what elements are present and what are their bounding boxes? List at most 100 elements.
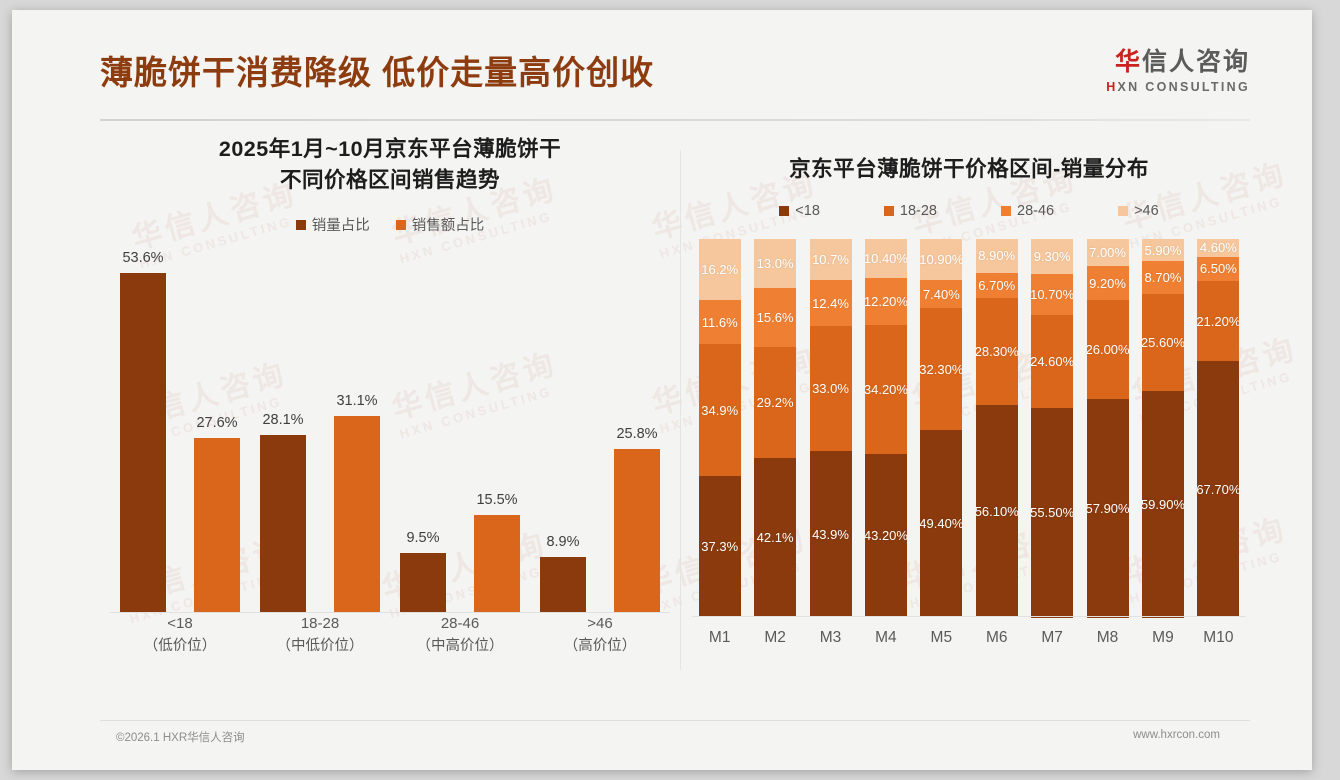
stack-segment-label: 11.6% bbox=[701, 314, 738, 330]
stack-segment[interactable]: 8.70% bbox=[1141, 261, 1184, 295]
stacked-column: 7.00% 9.20% 26.00% 57.90% bbox=[1080, 239, 1135, 618]
stack-segment[interactable]: 6.50% bbox=[1197, 256, 1240, 282]
stack-segment-label: 7.40% bbox=[922, 286, 960, 302]
stack-segment-label: 6.70% bbox=[978, 277, 1016, 293]
stack-segment[interactable]: 4.60% bbox=[1197, 239, 1240, 257]
stack-segment-label: 28.30% bbox=[974, 344, 1019, 360]
legend-swatch-icon bbox=[1001, 206, 1011, 217]
stack-segment[interactable]: 42.1% bbox=[754, 457, 797, 617]
stack-segment[interactable]: 67.70% bbox=[1196, 361, 1241, 618]
bar-fill bbox=[400, 552, 446, 614]
stacked-bar-chart: 16.2% 11.6% 34.9% 37.3% 13.0% 15.6% 29.2% 42.1%… bbox=[688, 239, 1250, 659]
stack-segment-label: 6.50% bbox=[1199, 261, 1237, 277]
stack-segment[interactable]: 33.0% bbox=[809, 326, 852, 452]
bar[interactable]: 25.8% bbox=[614, 426, 660, 614]
bar-fill bbox=[194, 437, 240, 614]
stack-segment[interactable]: 9.20% bbox=[1086, 265, 1129, 301]
stack-segment[interactable]: 21.20% bbox=[1196, 281, 1241, 362]
stack-segment[interactable]: 10.90% bbox=[919, 239, 963, 281]
stacked-column: 8.90% 6.70% 28.30% 56.10% bbox=[969, 239, 1024, 618]
bar[interactable]: 15.5% bbox=[474, 492, 520, 614]
x-axis-tick: M2 bbox=[764, 629, 786, 647]
stack: 9.30% 10.70% 24.60% 55.50% bbox=[1030, 239, 1074, 618]
logo-english: HXN CONSULTING bbox=[1106, 80, 1250, 94]
bar[interactable]: 31.1% bbox=[334, 393, 380, 614]
stack-segment[interactable]: 34.20% bbox=[864, 324, 908, 454]
stack-segment[interactable]: 34.9% bbox=[698, 344, 741, 477]
stack-segment[interactable]: 7.00% bbox=[1086, 239, 1129, 266]
legend-swatch-icon bbox=[1118, 206, 1129, 217]
stack-segment[interactable]: 10.40% bbox=[863, 239, 908, 279]
stack-segment-label: 67.70% bbox=[1196, 481, 1241, 497]
stack-segment[interactable]: 12.20% bbox=[864, 278, 908, 325]
stack-segment[interactable]: 7.40% bbox=[920, 280, 963, 309]
stack-segment[interactable]: 6.70% bbox=[975, 272, 1018, 299]
bar[interactable]: 53.6% bbox=[120, 250, 166, 614]
bar[interactable]: 9.5% bbox=[400, 530, 446, 614]
stack-segment[interactable]: 11.6% bbox=[698, 300, 741, 345]
right-legend-item[interactable]: 18-28 bbox=[883, 203, 937, 220]
stacked-column: 10.7% 12.4% 33.0% 43.9% bbox=[803, 239, 858, 618]
bar[interactable]: 8.9% bbox=[540, 534, 586, 614]
left-chart-panel: 2025年1月~10月京东平台薄脆饼干 不同价格区间销售趋势 销量占比 销售额占比… bbox=[100, 134, 680, 714]
stack-segment[interactable]: 29.2% bbox=[754, 347, 797, 458]
stack-segment-label: 33.0% bbox=[812, 381, 849, 397]
left-chart-title: 2025年1月~10月京东平台薄脆饼干 不同价格区间销售趋势 bbox=[100, 134, 680, 196]
grouped-baseline bbox=[110, 612, 670, 614]
stack-segment-label: 10.40% bbox=[863, 251, 908, 267]
stack-segment[interactable]: 26.00% bbox=[1086, 300, 1130, 399]
stack: 8.90% 6.70% 28.30% 56.10% bbox=[974, 239, 1019, 618]
stack-segment-label: 21.20% bbox=[1196, 313, 1241, 329]
stack-segment[interactable]: 59.90% bbox=[1141, 391, 1185, 618]
stack-segment[interactable]: 12.4% bbox=[809, 279, 852, 327]
stack-segment[interactable]: 49.40% bbox=[919, 430, 963, 618]
bar-group: 28.1% 31.1% bbox=[250, 257, 390, 614]
stacked-column: 4.60% 6.50% 21.20% 67.70% bbox=[1191, 239, 1246, 618]
legend-swatch-icon bbox=[883, 206, 894, 217]
brand-logo: 华信人咨询 HXN CONSULTING bbox=[1106, 42, 1250, 94]
x-axis-tick: >46 （高价位） bbox=[530, 613, 670, 657]
stack-segment[interactable]: 8.90% bbox=[975, 239, 1018, 273]
stack-segment-label: 43.20% bbox=[863, 527, 908, 543]
stack-segment[interactable]: 15.6% bbox=[754, 288, 797, 348]
bar-fill bbox=[260, 434, 306, 614]
stack-segment[interactable]: 43.20% bbox=[863, 453, 908, 618]
stack-segment[interactable]: 9.30% bbox=[1031, 239, 1074, 275]
grouped-bar-chart: 53.6% 27.6% 28.1% 31.1% 9.5% 15.5% 8.9% 25.8% <… bbox=[100, 250, 680, 657]
x-axis-tick: M9 bbox=[1152, 629, 1174, 647]
logo-cn-rest: 信人咨询 bbox=[1141, 48, 1250, 76]
left-legend-item[interactable]: 销售额占比 bbox=[395, 214, 484, 235]
stack-segment[interactable]: 25.60% bbox=[1141, 294, 1185, 392]
footer-divider bbox=[100, 720, 1250, 721]
grouped-x-axis: <18 （低价位） 18-28 （中低价位） 28-46 （中高价位） >46 （高价位） bbox=[110, 613, 670, 657]
legend-swatch-icon bbox=[295, 219, 306, 230]
stacked-column: 10.40% 12.20% 34.20% 43.20% bbox=[858, 239, 913, 618]
bar[interactable]: 28.1% bbox=[260, 412, 306, 614]
left-legend-item[interactable]: 销量占比 bbox=[295, 214, 370, 235]
bar-value-label: 27.6% bbox=[196, 414, 238, 431]
stack-segment[interactable]: 13.0% bbox=[754, 239, 797, 289]
bar[interactable]: 27.6% bbox=[194, 415, 240, 614]
stack-segment[interactable]: 55.50% bbox=[1030, 407, 1074, 618]
stack-segment-label: 9.30% bbox=[1033, 249, 1071, 265]
stack-segment[interactable]: 28.30% bbox=[974, 298, 1019, 406]
right-legend-item[interactable]: 28-46 bbox=[1001, 203, 1054, 219]
stack-segment[interactable]: 32.30% bbox=[919, 308, 963, 431]
stack-segment[interactable]: 16.2% bbox=[698, 239, 741, 301]
legend-label: 18-28 bbox=[899, 203, 937, 220]
stack-segment[interactable]: 56.10% bbox=[975, 405, 1019, 618]
stack-segment[interactable]: 10.70% bbox=[1030, 274, 1074, 315]
right-legend-item[interactable]: <18 bbox=[779, 203, 820, 219]
right-legend-item[interactable]: >46 bbox=[1118, 203, 1159, 219]
stack-segment[interactable]: 43.9% bbox=[809, 451, 852, 618]
legend-swatch-icon bbox=[395, 219, 406, 230]
stacked-column: 5.90% 8.70% 25.60% 59.90% bbox=[1135, 239, 1190, 618]
stack-segment[interactable]: 5.90% bbox=[1141, 239, 1184, 262]
stack-segment-label: 12.4% bbox=[812, 295, 849, 311]
bar-value-label: 8.9% bbox=[546, 533, 580, 550]
stack-segment[interactable]: 10.7% bbox=[809, 239, 852, 280]
stack: 5.90% 8.70% 25.60% 59.90% bbox=[1141, 239, 1185, 618]
stack-segment[interactable]: 24.60% bbox=[1030, 314, 1074, 408]
stack-segment[interactable]: 37.3% bbox=[698, 476, 741, 618]
stack-segment[interactable]: 57.90% bbox=[1086, 398, 1130, 618]
